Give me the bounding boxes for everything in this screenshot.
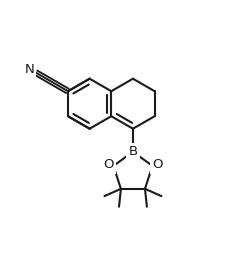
Text: O: O [152, 158, 163, 171]
Text: B: B [129, 145, 137, 158]
Text: N: N [25, 63, 35, 76]
Text: O: O [103, 158, 114, 171]
